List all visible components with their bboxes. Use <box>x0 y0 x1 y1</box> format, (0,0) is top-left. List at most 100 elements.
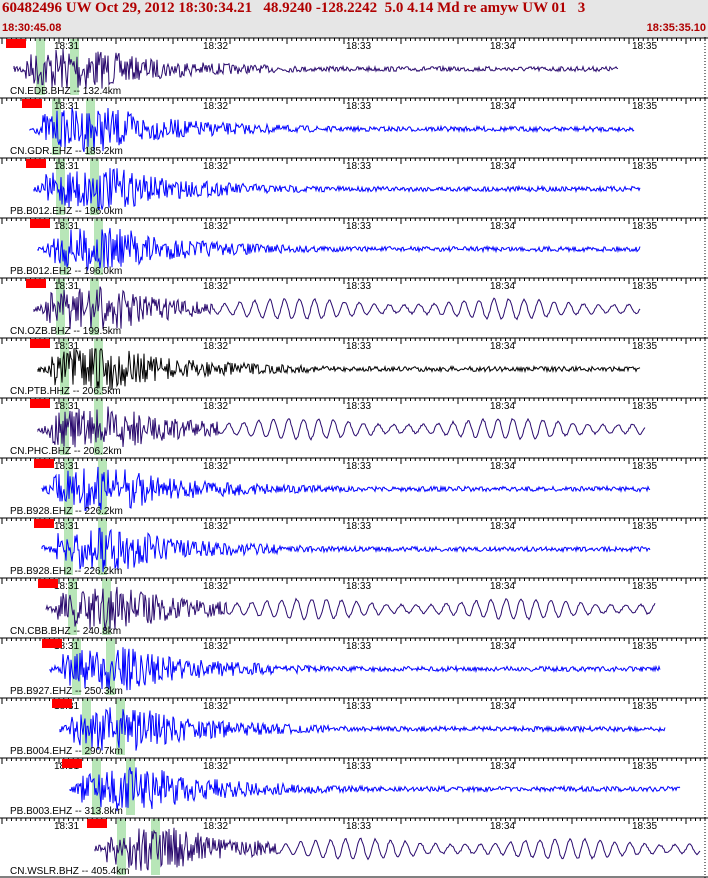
pick-marker[interactable] <box>34 519 54 528</box>
time-tick-label: 18:35 <box>632 401 657 412</box>
station-label: PB.B012.EH2 -- 196.0km <box>10 266 122 277</box>
waveform-trace <box>37 227 641 272</box>
time-tick-label: 18:33 <box>346 821 371 832</box>
time-tick-label: 18:31 <box>54 401 79 412</box>
phase-window-band <box>94 339 103 395</box>
phase-window-band <box>90 279 99 335</box>
time-tick-label: 18:32 <box>203 41 228 52</box>
time-tick-label: 18:31 <box>54 821 79 832</box>
trace-row[interactable]: 18:31 18:32 18:33 18:34 18:35 PB.B012.EH2 -- … <box>0 217 708 277</box>
pick-marker[interactable] <box>42 639 62 648</box>
phase-window-band <box>92 759 101 815</box>
pick-marker[interactable] <box>52 699 72 708</box>
station-label: CN.OZB.BHZ -- 199.5km <box>10 326 121 337</box>
waveform-trace <box>59 707 666 751</box>
time-tick-label: 18:35 <box>632 701 657 712</box>
trace-row[interactable]: 18:31 18:32 18:33 18:34 18:35 CN.PHC.BHZ -- 2… <box>0 397 708 457</box>
phase-window-band <box>117 819 126 875</box>
time-tick-label: 18:35 <box>632 641 657 652</box>
time-tick-label: 18:34 <box>490 701 515 712</box>
pick-marker[interactable] <box>38 579 58 588</box>
phase-window-band <box>126 759 135 815</box>
time-tick-label: 18:32 <box>203 701 228 712</box>
station-label: CN.EDB.BHZ -- 132.4km <box>10 86 121 97</box>
pick-marker[interactable] <box>34 459 54 468</box>
time-tick-label: 18:31 <box>54 161 79 172</box>
time-tick-label: 18:34 <box>490 761 515 772</box>
station-label: PB.B004.EHZ -- 290.7km <box>10 746 123 757</box>
station-label: PB.B927.EHZ -- 250.3km <box>10 686 123 697</box>
end-time: 18:35:35.10 <box>646 22 706 34</box>
time-tick-label: 18:31 <box>54 341 79 352</box>
time-tick-label: 18:31 <box>54 521 79 532</box>
pick-marker[interactable] <box>22 99 42 108</box>
time-tick-label: 18:33 <box>346 761 371 772</box>
header-bar: 60482496 UW Oct 29, 2012 18:30:34.21 48.… <box>0 0 708 38</box>
trace-row[interactable]: 18:31 18:32 18:33 18:34 18:35 CN.CBB.BHZ -- 2… <box>0 577 708 637</box>
time-tick-label: 18:32 <box>203 341 228 352</box>
time-tick-label: 18:34 <box>490 221 515 232</box>
station-label: PB.B012.EHZ -- 196.0km <box>10 206 123 217</box>
time-tick-label: 18:31 <box>54 641 79 652</box>
time-tick-label: 18:35 <box>632 41 657 52</box>
pick-marker[interactable] <box>30 399 50 408</box>
time-tick-label: 18:33 <box>346 161 371 172</box>
waveform-trace <box>41 527 651 572</box>
time-tick-label: 18:35 <box>632 341 657 352</box>
pick-marker[interactable] <box>26 279 46 288</box>
time-tick-label: 18:34 <box>490 461 515 472</box>
waveform-trace <box>41 466 651 511</box>
time-tick-label: 18:35 <box>632 221 657 232</box>
time-tick-label: 18:32 <box>203 281 228 292</box>
waveform-trace <box>69 767 681 812</box>
time-tick-label: 18:31 <box>54 281 79 292</box>
phase-window-band <box>102 579 111 635</box>
time-tick-label: 18:33 <box>346 461 371 472</box>
time-tick-label: 18:33 <box>346 581 371 592</box>
pick-marker[interactable] <box>87 819 107 828</box>
pick-marker[interactable] <box>6 39 26 48</box>
seismogram-panel[interactable]: 18:31 18:32 18:33 18:34 18:35 CN.EDB.BHZ -- 1… <box>0 37 708 878</box>
time-tick-label: 18:34 <box>490 641 515 652</box>
trace-row[interactable]: 18:31 18:32 18:33 18:34 18:35 PB.B927.EHZ -- … <box>0 637 708 697</box>
phase-window-band <box>68 579 77 635</box>
time-tick-label: 18:35 <box>632 581 657 592</box>
waveform-trace <box>29 107 635 152</box>
trace-row[interactable]: 18:31 18:32 18:33 18:34 18:35 CN.OZB.BHZ -- 1… <box>0 277 708 337</box>
time-tick-label: 18:31 <box>54 101 79 112</box>
station-label: CN.GDR.EHZ -- 185.2km <box>10 146 123 157</box>
event-title: 60482496 UW Oct 29, 2012 18:30:34.21 48.… <box>2 0 586 16</box>
time-tick-label: 18:32 <box>203 161 228 172</box>
time-tick-label: 18:35 <box>632 101 657 112</box>
trace-row[interactable]: 18:31 18:32 18:33 18:34 18:35 CN.WSLR.BHZ -- … <box>0 817 708 877</box>
time-tick-label: 18:35 <box>632 761 657 772</box>
phase-window-band <box>94 219 103 275</box>
trace-row[interactable]: 18:31 18:32 18:33 18:34 18:35 CN.GDR.EHZ -- 1… <box>0 97 708 157</box>
time-tick-label: 18:32 <box>203 821 228 832</box>
time-tick-label: 18:32 <box>203 641 228 652</box>
trace-row[interactable]: 18:31 18:32 18:33 18:34 18:35 CN.EDB.BHZ -- 1… <box>0 37 708 97</box>
time-tick-label: 18:34 <box>490 161 515 172</box>
station-label: CN.CBB.BHZ -- 240.8km <box>10 626 121 637</box>
waveform-trace <box>37 347 641 390</box>
trace-row[interactable]: 18:31 18:32 18:33 18:34 18:35 CN.PTB.HHZ -- 2… <box>0 337 708 397</box>
trace-row[interactable]: 18:31 18:32 18:33 18:34 18:35 PB.B928.EHZ -- … <box>0 457 708 517</box>
time-tick-label: 18:34 <box>490 581 515 592</box>
phase-window-band <box>36 39 45 95</box>
trace-row[interactable]: 18:31 18:32 18:33 18:34 18:35 PB.B012.EHZ -- … <box>0 157 708 217</box>
time-tick-label: 18:35 <box>632 521 657 532</box>
time-tick-label: 18:31 <box>54 41 79 52</box>
pick-marker[interactable] <box>26 159 46 168</box>
pick-marker[interactable] <box>62 759 82 768</box>
time-tick-label: 18:35 <box>632 281 657 292</box>
pick-marker[interactable] <box>30 219 50 228</box>
phase-window-band <box>116 699 125 755</box>
time-tick-label: 18:32 <box>203 761 228 772</box>
time-tick-label: 18:32 <box>203 521 228 532</box>
trace-row[interactable]: 18:31 18:32 18:33 18:34 18:35 PB.B928.EH2 -- … <box>0 517 708 577</box>
pick-marker[interactable] <box>30 339 50 348</box>
waveform-trace <box>45 586 656 632</box>
phase-window-band <box>151 819 160 875</box>
